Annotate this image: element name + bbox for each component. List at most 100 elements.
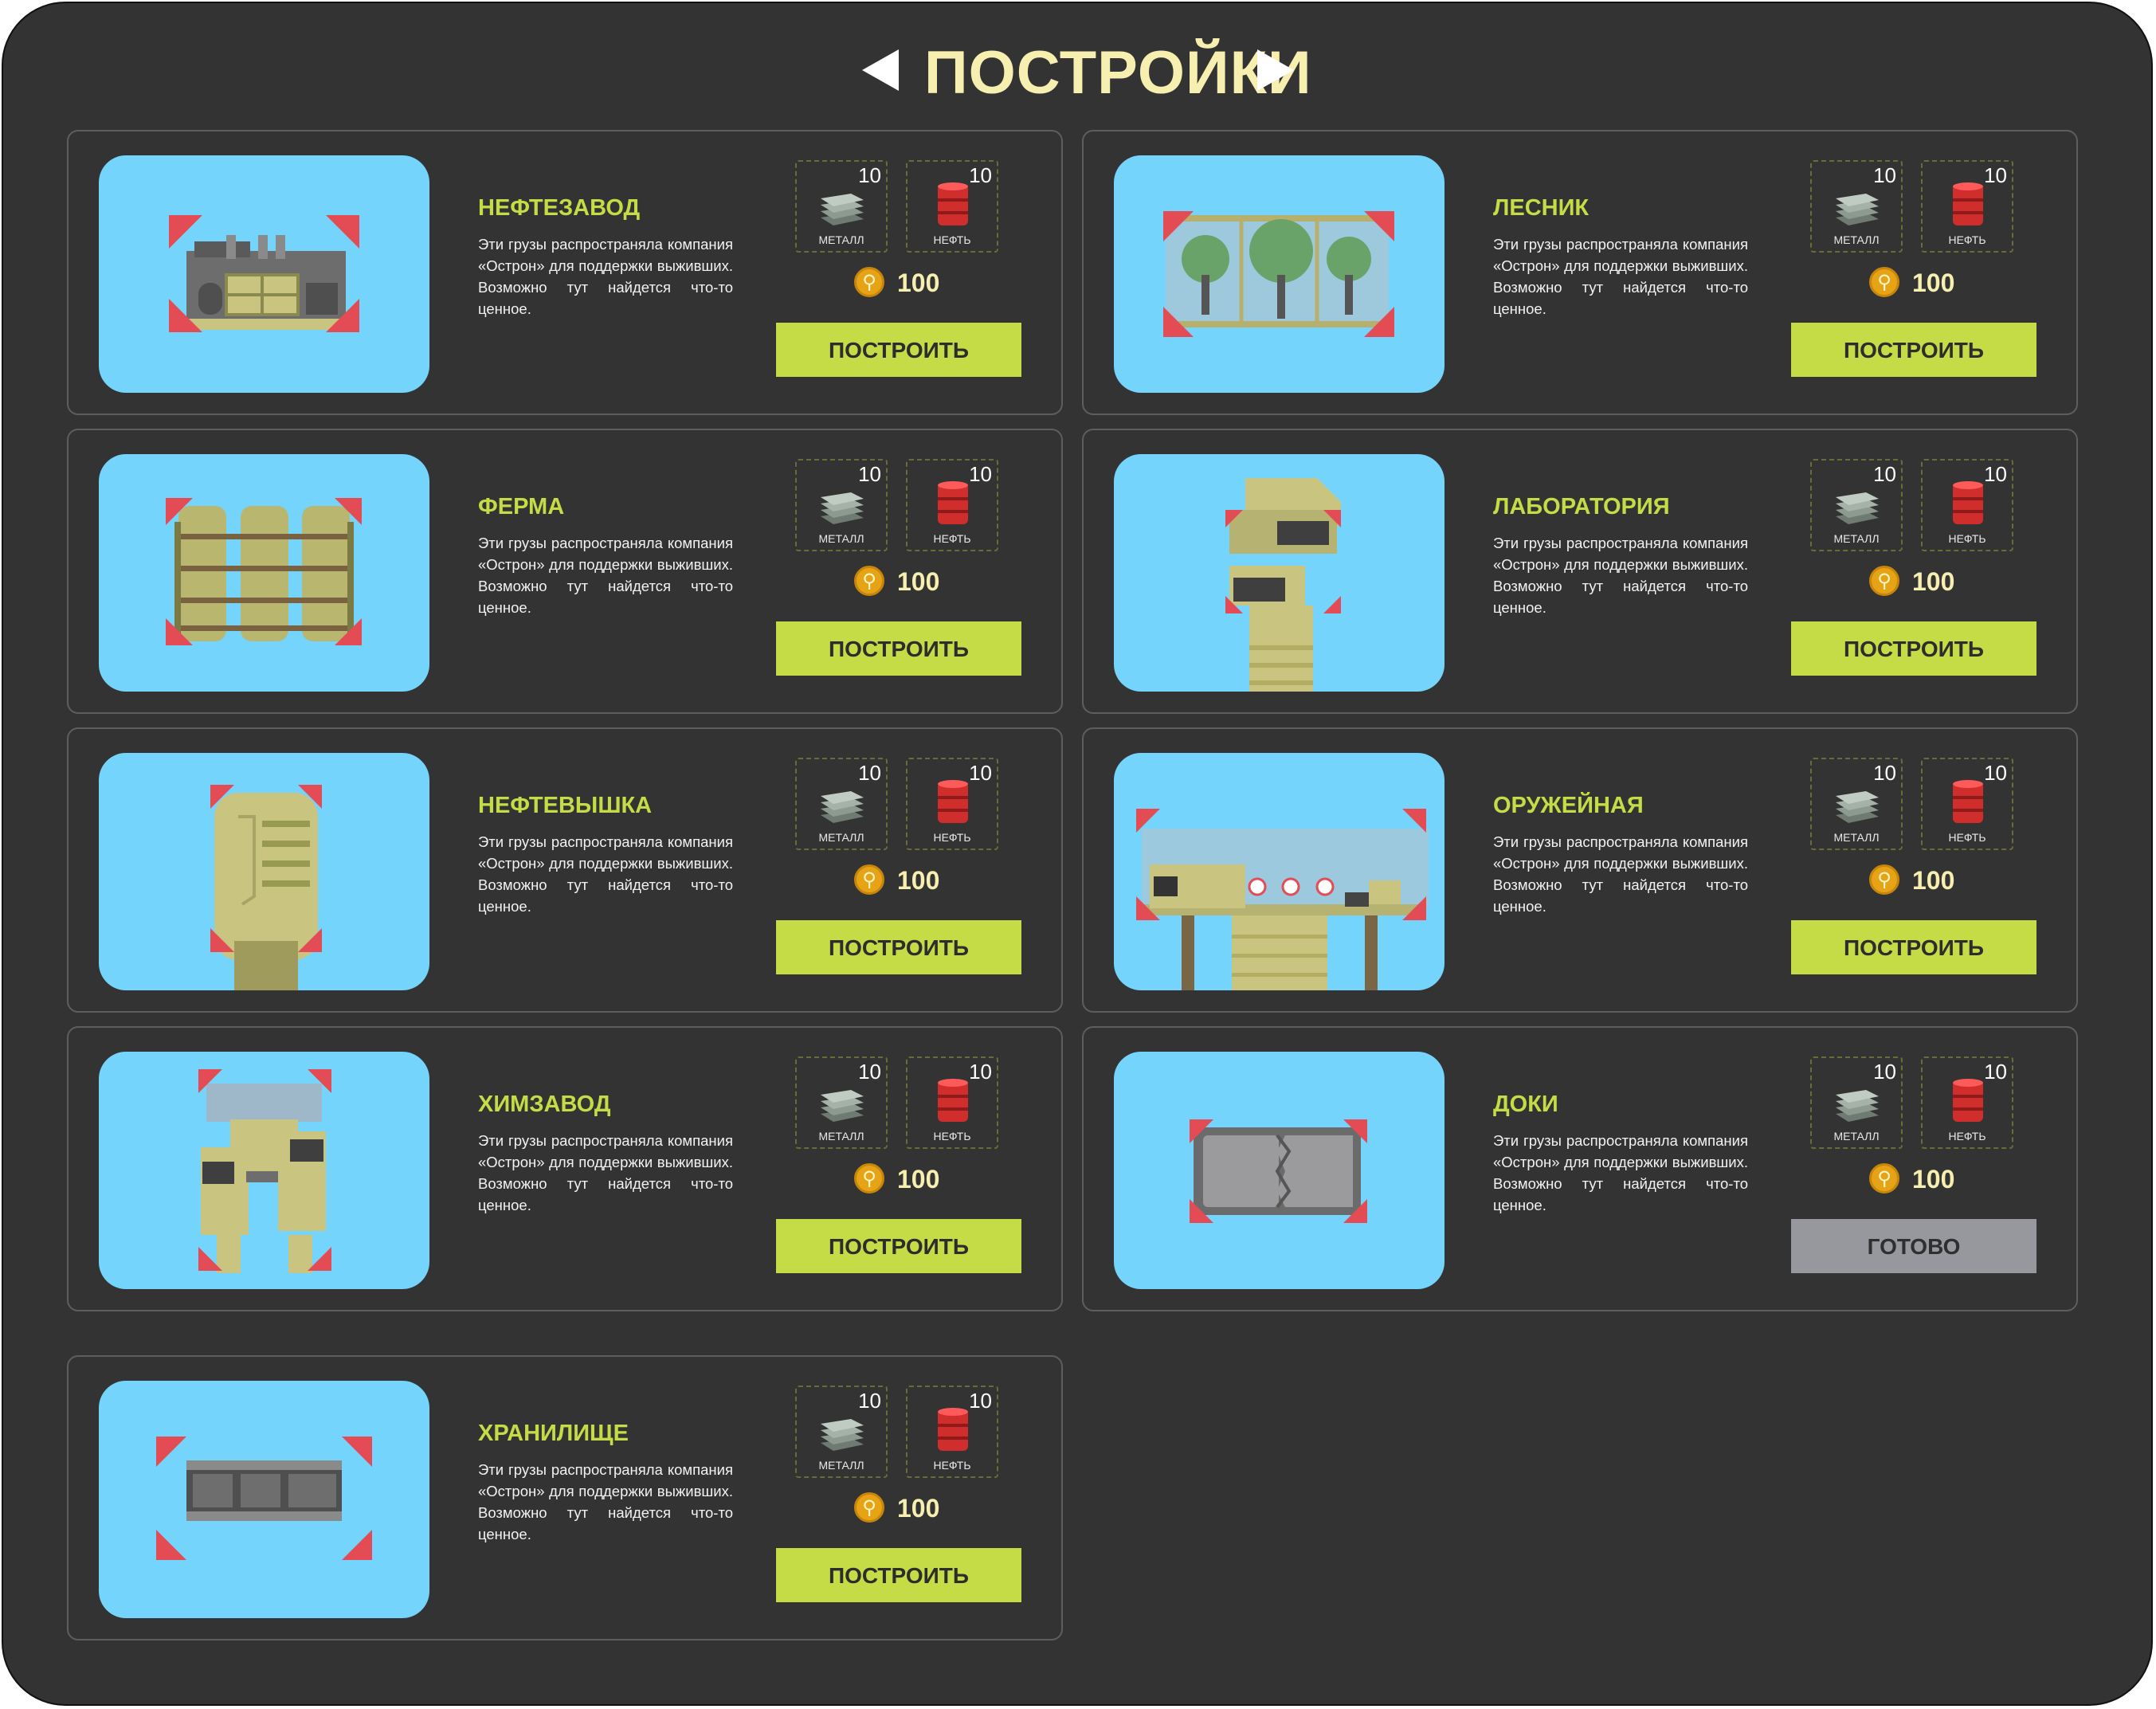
resource-oil: 10 НЕФТЬ [1921,1056,2013,1149]
ready-button[interactable]: ГОТОВО [1791,1219,2036,1273]
oil-amount: 10 [969,761,992,785]
build-button[interactable]: ПОСТРОИТЬ [776,323,1021,377]
building-description: Эти грузы распространяла компания «Остро… [1493,236,1748,317]
cost-value: 100 [897,1165,940,1194]
cost-value: 100 [1912,567,1955,596]
oil-barrel-icon [1953,182,1983,225]
metal-sheets-icon [1836,791,1879,823]
build-button[interactable]: ПОСТРОИТЬ [776,1548,1021,1602]
coin-icon: ⚲ [1869,864,1899,895]
metal-amount: 10 [858,163,881,187]
arrow-right-icon[interactable] [1257,49,1294,91]
oil-amount: 10 [969,163,992,187]
coin-icon: ⚲ [1869,566,1899,596]
oil-barrel-icon [938,182,968,225]
resource-oil: 10 НЕФТЬ [1921,758,2013,850]
oil-label: НЕФТЬ [933,233,971,246]
coin-cost: ⚲ 100 [1869,265,1997,300]
building-name: ХРАНИЛИЩЕ [478,1421,629,1446]
metal-sheets-icon [821,1090,864,1122]
metal-amount: 10 [858,1389,881,1413]
resource-metal: 10 МЕТАЛЛ [795,160,888,253]
coin-cost: ⚲ 100 [1869,564,1997,599]
coin-icon: ⚲ [1869,1163,1899,1194]
metal-amount: 10 [858,761,881,785]
metal-amount: 10 [1873,761,1896,785]
resource-metal: 10 МЕТАЛЛ [1810,459,1903,551]
building-name: ФЕРМА [478,494,565,519]
coin-cost: ⚲ 100 [854,863,982,898]
build-button[interactable]: ПОСТРОИТЬ [1791,920,2036,974]
oil-barrel-icon [938,1408,968,1451]
oil-amount: 10 [969,1389,992,1413]
coin-cost: ⚲ 100 [854,1491,982,1526]
metal-sheets-icon [1836,492,1879,524]
oil-label: НЕФТЬ [933,1130,971,1143]
building-name: ЛАБОРАТОРИЯ [1493,494,1670,519]
building-illustration [1190,1119,1367,1223]
oil-amount: 10 [1984,761,2007,785]
arrow-left-icon[interactable] [862,49,899,91]
oil-label: НЕФТЬ [1948,532,1986,545]
building-image [1114,753,1445,990]
resource-oil: 10 НЕФТЬ [906,160,998,253]
coin-cost: ⚲ 100 [854,564,982,599]
build-button[interactable]: ПОСТРОИТЬ [1791,621,2036,676]
oil-label: НЕФТЬ [933,1459,971,1472]
oil-barrel-icon [1953,780,1983,823]
metal-label: МЕТАЛЛ [818,233,864,246]
metal-label: МЕТАЛЛ [818,1459,864,1472]
resource-oil: 10 НЕФТЬ [906,1056,998,1149]
building-image [99,1381,429,1618]
building-image [99,454,429,692]
building-illustration [1225,478,1341,692]
building-name: ЛЕСНИК [1493,195,1590,221]
cost-value: 100 [897,567,940,596]
oil-barrel-icon [1953,481,1983,524]
coin-cost: ⚲ 100 [1869,1162,1997,1197]
build-button[interactable]: ПОСТРОИТЬ [1791,323,2036,377]
oil-barrel-icon [938,780,968,823]
building-illustration [1136,809,1429,990]
metal-label: МЕТАЛЛ [818,532,864,545]
metal-sheets-icon [821,791,864,823]
cost-value: 100 [897,269,940,297]
building-description: Эти грузы распространяла компания «Остро… [478,236,733,317]
oil-amount: 10 [1984,163,2007,187]
cost-value: 100 [897,1494,940,1523]
metal-amount: 10 [1873,462,1896,486]
coin-cost: ⚲ 100 [854,265,982,300]
metal-amount: 10 [1873,163,1896,187]
oil-label: НЕФТЬ [1948,233,1986,246]
oil-label: НЕФТЬ [933,831,971,844]
building-card-chem-plant: ХИМЗАВОД Эти грузы распространяла компан… [67,1026,1063,1311]
metal-label: МЕТАЛЛ [818,1130,864,1143]
building-card-docks: ДОКИ Эти грузы распространяла компания «… [1082,1026,2078,1311]
building-illustration [169,215,359,332]
metal-amount: 10 [1873,1060,1896,1084]
building-image [1114,454,1445,692]
building-image [99,155,429,393]
building-card-laboratory: ЛАБОРАТОРИЯ Эти грузы распространяла ком… [1082,429,2078,714]
metal-sheets-icon [821,194,864,225]
cost-value: 100 [1912,1165,1955,1194]
oil-barrel-icon [938,1079,968,1122]
building-illustration [1163,211,1394,337]
building-name: ХИМЗАВОД [478,1092,611,1117]
coin-icon: ⚲ [854,267,884,297]
metal-sheets-icon [821,492,864,524]
oil-label: НЕФТЬ [1948,1130,1986,1143]
metal-sheets-icon [1836,1090,1879,1122]
build-button[interactable]: ПОСТРОИТЬ [776,621,1021,676]
building-image [1114,155,1445,393]
building-name: НЕФТЕЗАВОД [478,195,641,221]
build-button[interactable]: ПОСТРОИТЬ [776,1219,1021,1273]
cost-value: 100 [1912,866,1955,895]
metal-sheets-icon [1836,194,1879,225]
building-card-oil-refinery: НЕФТЕЗАВОД Эти грузы распространяла комп… [67,130,1063,415]
build-button[interactable]: ПОСТРОИТЬ [776,920,1021,974]
building-description: Эти грузы распространяла компания «Остро… [478,833,733,915]
resource-metal: 10 МЕТАЛЛ [1810,1056,1903,1149]
building-description: Эти грузы распространяла компания «Остро… [1493,535,1748,616]
oil-barrel-icon [938,481,968,524]
